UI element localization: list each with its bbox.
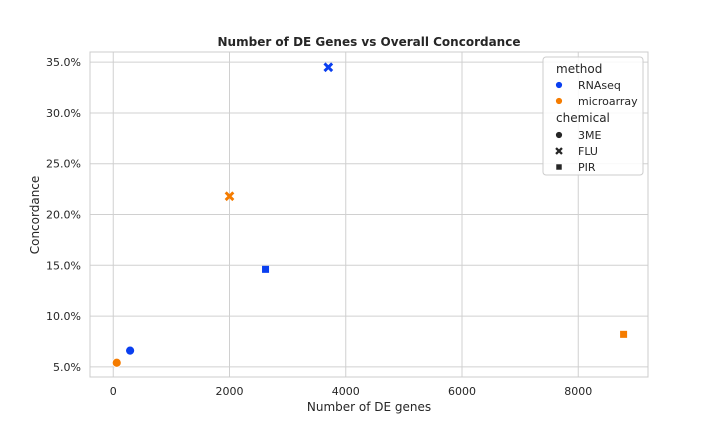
y-tick-label: 20.0% [46,209,81,222]
legend-box [542,56,644,176]
x-axis-ticks: 0 2000 4000 6000 8000 [110,385,593,398]
data-points [111,62,628,368]
y-tick-label: 5.0% [53,361,81,374]
plot-frame [89,51,649,378]
legend: method RNAseq microarray chemical 3ME FLU PIR [542,56,644,176]
x-tick-label: 8000 [564,385,592,398]
data-point [224,191,235,202]
legend-entry-label: microarray [578,95,638,108]
y-tick-label: 15.0% [46,259,81,272]
y-tick-label: 25.0% [46,158,81,171]
y-axis-label: Concordance [28,176,42,255]
data-point [262,265,270,273]
data-point [323,62,334,73]
legend-marker [555,131,563,139]
legend-marker [555,97,563,105]
y-tick-label: 30.0% [46,107,81,120]
x-tick-label: 4000 [332,385,360,398]
data-point [620,330,628,338]
data-point [125,345,136,356]
legend-marker [555,81,563,89]
y-tick-label: 35.0% [46,56,81,69]
legend-entry-label: RNAseq [578,79,621,92]
y-axis-ticks: 5.0% 10.0% 15.0% 20.0% 25.0% 30.0% 35.0% [46,56,81,374]
x-axis-label: Number of DE genes [307,400,431,414]
y-tick-label: 10.0% [46,310,81,323]
legend-entry-label: PIR [578,161,596,174]
x-tick-label: 2000 [216,385,244,398]
legend-marker [556,164,562,170]
legend-marker [555,147,563,155]
legend-entry-label: FLU [578,145,598,158]
legend-entry-label: 3ME [578,129,601,142]
x-tick-label: 6000 [448,385,476,398]
x-tick-label: 0 [110,385,117,398]
legend-hue-title: method [556,62,602,76]
legend-style-title: chemical [556,111,610,125]
data-point [111,357,122,368]
chart-title: Number of DE Genes vs Overall Concordanc… [218,35,521,49]
